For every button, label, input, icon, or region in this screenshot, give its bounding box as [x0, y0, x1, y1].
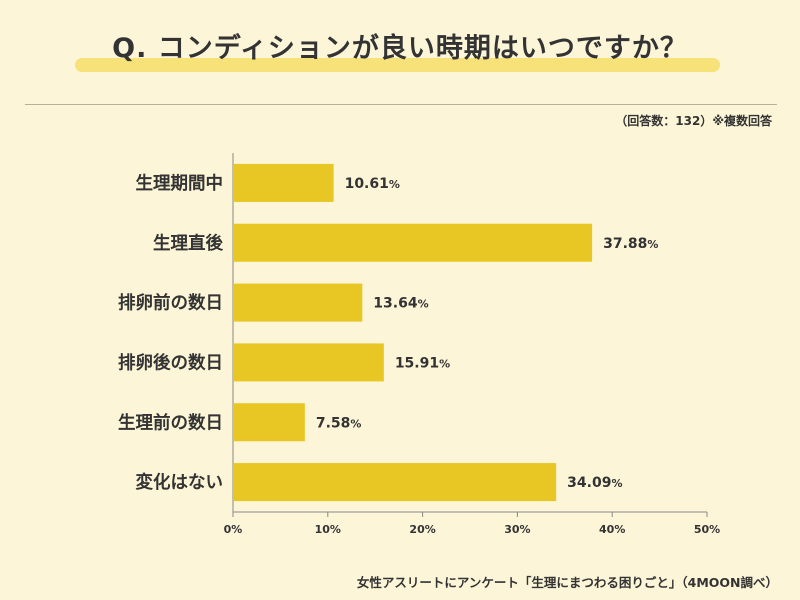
x-tick-label: 50%: [694, 523, 720, 536]
value-label: 34.09%: [567, 475, 622, 491]
category-label: 排卵前の数日: [118, 293, 223, 314]
value-label: 15.91%: [395, 355, 450, 371]
bar: [233, 463, 557, 502]
value-label: 37.88%: [603, 236, 658, 252]
bar: [233, 223, 593, 262]
x-tick-label: 40%: [599, 523, 625, 536]
category-label: 変化はない: [136, 472, 224, 493]
category-label: 生理前の数日: [118, 412, 223, 433]
divider: [25, 104, 777, 105]
category-label: 生理期間中: [136, 173, 224, 194]
percent-suffix: %: [389, 178, 400, 191]
response-count-note: （回答数：132）※複数回答: [615, 114, 772, 128]
source-note: 女性アスリートにアンケート「生理にまつわる困りごと」（4MOON調べ）: [356, 575, 778, 590]
bar: [233, 163, 334, 202]
page-title: Q. コンディションが良い時期はいつですか？: [112, 33, 688, 64]
percent-suffix: %: [350, 417, 361, 430]
value-label: 7.58%: [316, 415, 362, 431]
percent-suffix: %: [439, 357, 450, 370]
title-wrap: Q. コンディションが良い時期はいつですか？: [0, 26, 800, 65]
x-tick-label: 0%: [224, 523, 243, 536]
category-label: 生理直後: [153, 233, 223, 254]
percent-suffix: %: [611, 477, 622, 490]
bar: [233, 343, 384, 382]
category-label: 排卵後の数日: [118, 352, 223, 373]
value-label: 10.61%: [345, 176, 400, 192]
title-underline: [75, 58, 720, 72]
value-label: 13.64%: [373, 296, 428, 312]
x-tick-label: 30%: [504, 523, 530, 536]
percent-suffix: %: [418, 298, 429, 311]
x-tick-label: 10%: [315, 523, 341, 536]
bar: [233, 403, 305, 442]
x-tick-label: 20%: [409, 523, 435, 536]
bar: [233, 283, 363, 322]
percent-suffix: %: [647, 238, 658, 251]
